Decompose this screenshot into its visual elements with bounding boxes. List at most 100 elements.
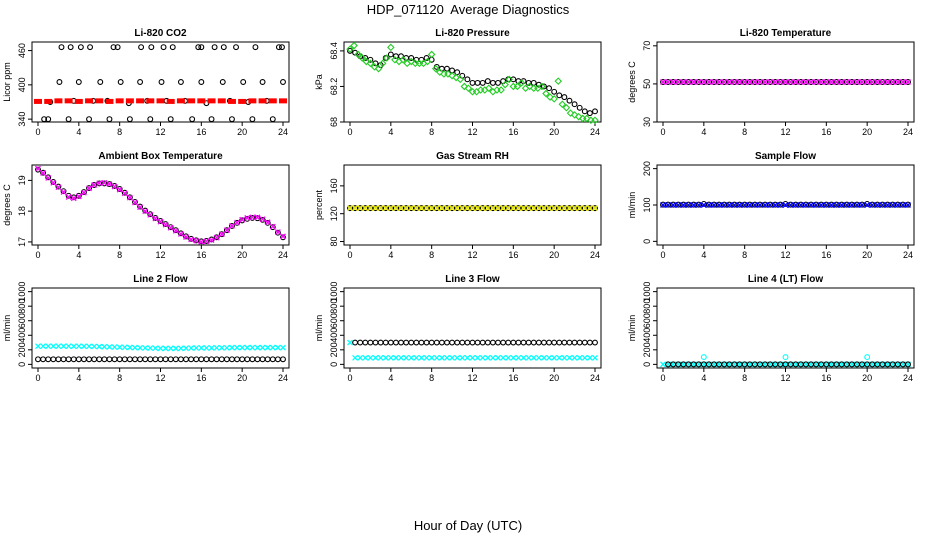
x-tick-label: 24 [903,127,913,137]
data-point [726,79,733,85]
data-point [777,202,784,208]
data-point [489,205,496,212]
data-point [234,344,241,351]
data-point [357,339,364,346]
data-point [85,98,94,104]
data-point [220,44,227,51]
data-point [254,215,261,222]
series-line3-spread [347,339,598,361]
data-point [101,179,108,186]
data-point [535,205,542,212]
data-point [853,79,860,85]
data-point [551,354,558,361]
data-point [58,44,65,51]
data-point [111,356,118,363]
figure-title: HDP_071120 Average Diagnostics [366,2,570,17]
data-point [762,79,769,85]
data-point [586,339,593,346]
panel-title: Line 4 (LT) Flow [748,274,824,285]
data-point [566,339,573,346]
data-point [513,82,522,91]
data-point [158,79,165,85]
data-point [731,202,738,208]
data-point [121,356,128,363]
y-tick-label: 1000 [642,282,652,302]
data-point [208,344,215,351]
data-point [156,98,165,104]
data-point [35,165,41,172]
data-point [229,356,235,363]
data-point [408,339,415,346]
data-point [665,79,672,85]
data-point [423,354,430,361]
data-point [86,185,92,192]
data-point [167,224,174,231]
data-point [203,238,210,244]
data-point [137,79,144,85]
data-point [772,79,779,85]
data-point [660,202,666,208]
panel-2: Li-820 Pressure kPa 0 4 8 12 16 20 24 68 68.2 68.4 [314,28,602,137]
data-point [80,189,87,196]
data-point [106,356,113,363]
data-point [705,202,712,208]
data-point [177,356,184,363]
data-point [86,116,92,123]
data-point [367,339,374,346]
data-point [398,339,404,346]
data-point [213,356,220,363]
x-tick-label: 0 [660,250,665,260]
data-point [474,354,481,361]
data-point [101,356,108,363]
x-tick-label: 0 [660,127,665,137]
data-point [905,79,911,85]
data-point [792,202,799,208]
data-point [172,356,179,363]
data-point [449,205,456,212]
data-point [716,79,723,85]
data-point [70,343,77,350]
data-point [377,354,384,361]
data-point [188,356,195,363]
data-point [198,238,205,245]
data-point [423,339,430,346]
data-point [485,84,493,93]
data-point [464,205,471,212]
data-point [398,354,405,361]
data-point [444,65,450,72]
data-point [497,86,505,94]
data-point [142,356,149,363]
x-tick-label: 24 [903,373,913,383]
data-point [505,354,512,361]
data-point [571,205,578,212]
series-rh-spread [347,205,598,212]
data-point [561,94,568,101]
data-point [566,109,575,117]
data-point [423,55,430,61]
panel-6: Sample Flow ml/min 0 4 8 12 16 20 24 0 100 200 [627,151,915,260]
data-point [818,79,825,85]
y-axis-label: degrees C [627,61,637,103]
data-point [540,205,547,212]
data-point [546,85,553,92]
data-point [874,79,881,85]
data-point [418,354,425,361]
data-point [407,57,416,66]
data-point [366,59,375,68]
data-point [217,98,226,104]
data-point [75,79,82,85]
series-box-temperature [35,166,286,245]
series-temperature-spread [660,79,911,85]
data-point [561,339,568,346]
plot-frame [31,41,290,123]
data-point [767,79,774,85]
data-point [454,339,461,346]
data-point [495,79,501,86]
data-point [690,79,697,85]
data-point [142,344,149,351]
data-point [387,51,394,58]
x-tick-label: 12 [155,127,165,137]
plot-frame [656,287,915,369]
data-point [546,93,554,101]
data-point [660,79,666,85]
